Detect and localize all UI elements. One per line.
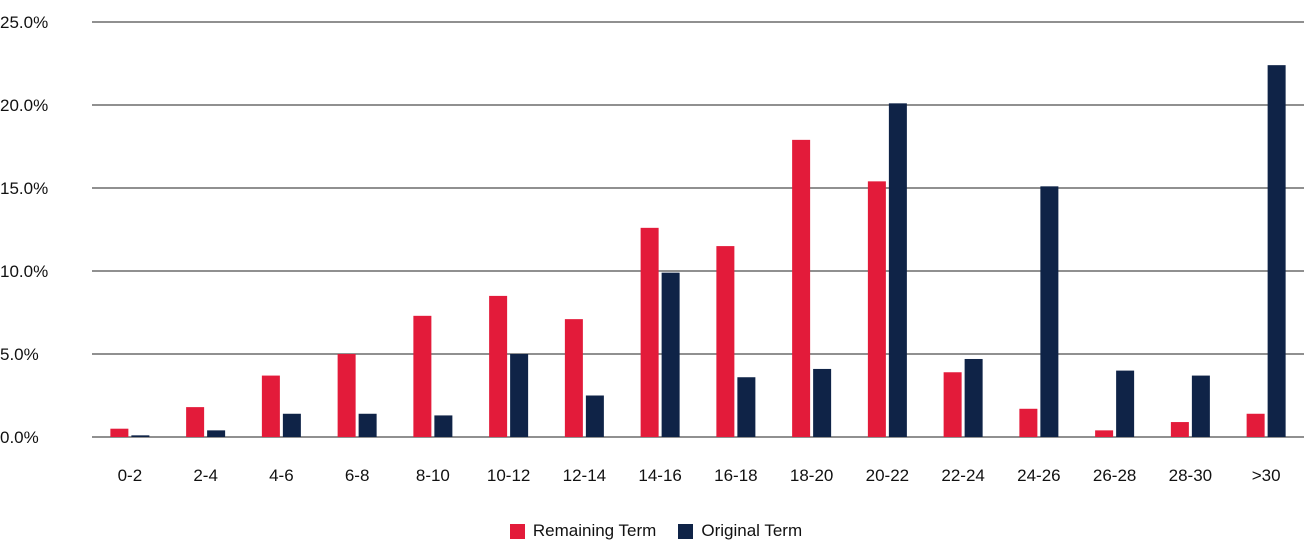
bar-remaining-term <box>867 181 886 437</box>
x-tick-label: 26-28 <box>1093 466 1136 485</box>
bar-remaining-term <box>1246 413 1265 437</box>
bar-original-term <box>888 103 907 437</box>
x-tick-label: 8-10 <box>416 466 450 485</box>
bars <box>110 65 1286 438</box>
bar-original-term <box>434 415 453 437</box>
x-tick-label: >30 <box>1252 466 1281 485</box>
bar-remaining-term <box>1095 430 1114 437</box>
y-tick-label: 20.0% <box>0 96 48 115</box>
legend-label-original-term: Original Term <box>701 521 803 540</box>
bar-original-term <box>207 430 226 437</box>
x-axis-labels: 0-2 2-4 4-6 6-8 8-10 10-12 12-14 14-16 16-18 18-2… <box>118 466 1281 485</box>
bar-original-term <box>358 413 377 437</box>
bar-original-term <box>510 354 529 437</box>
y-tick-label: 25.0% <box>0 13 48 32</box>
y-tick-label: 5.0% <box>0 345 39 364</box>
bar-original-term <box>661 272 680 437</box>
bar-original-term <box>282 413 301 437</box>
bar-original-term <box>585 395 604 437</box>
bar-original-term <box>737 377 756 437</box>
bar-remaining-term <box>1019 408 1038 437</box>
y-axis-labels: 0.0% 5.0% 10.0% 15.0% 20.0% 25.0% <box>0 13 48 447</box>
bar-remaining-term <box>716 246 735 437</box>
x-tick-label: 22-24 <box>941 466 984 485</box>
y-tick-label: 15.0% <box>0 179 48 198</box>
bar-original-term <box>1040 186 1059 437</box>
x-tick-label: 18-20 <box>790 466 833 485</box>
bar-remaining-term <box>792 139 811 438</box>
bar-remaining-term <box>261 375 280 437</box>
x-tick-label: 2-4 <box>193 466 218 485</box>
y-tick-label: 0.0% <box>0 428 39 447</box>
bar-remaining-term <box>640 227 659 437</box>
bar-original-term <box>964 358 983 437</box>
y-tick-label: 10.0% <box>0 262 48 281</box>
bar-remaining-term <box>110 428 129 437</box>
bar-remaining-term <box>1170 422 1189 437</box>
bar-remaining-term <box>186 407 205 437</box>
chart: 0.0% 5.0% 10.0% 15.0% 20.0% 25.0% 0-2 2-4 4-6 6-… <box>0 13 1304 485</box>
legend-swatch-remaining-term <box>509 523 525 539</box>
x-tick-label: 10-12 <box>487 466 530 485</box>
x-tick-label: 24-26 <box>1017 466 1060 485</box>
x-tick-label: 28-30 <box>1169 466 1212 485</box>
legend-swatch-original-term <box>678 523 694 539</box>
x-tick-label: 0-2 <box>118 466 143 485</box>
bar-original-term <box>131 435 150 437</box>
x-tick-label: 12-14 <box>563 466 606 485</box>
bar-original-term <box>1116 370 1135 437</box>
bar-original-term <box>813 368 832 437</box>
x-tick-label: 14-16 <box>638 466 681 485</box>
bar-remaining-term <box>337 354 356 437</box>
legend-label-remaining-term: Remaining Term <box>532 521 657 540</box>
legend-item-original-term: Original Term <box>678 521 802 541</box>
x-tick-label: 4-6 <box>269 466 294 485</box>
bar-remaining-term <box>564 319 583 437</box>
x-tick-label: 16-18 <box>714 466 757 485</box>
bar-original-term <box>1267 65 1286 437</box>
bar-remaining-term <box>413 315 432 437</box>
bar-remaining-term <box>943 372 962 437</box>
bar-remaining-term <box>489 295 508 437</box>
legend-item-remaining-term: Remaining Term <box>509 521 657 541</box>
legend: Remaining Term Original Term <box>0 520 1312 542</box>
x-tick-label: 6-8 <box>345 466 370 485</box>
bar-original-term <box>1191 375 1210 437</box>
x-tick-label: 20-22 <box>866 466 909 485</box>
